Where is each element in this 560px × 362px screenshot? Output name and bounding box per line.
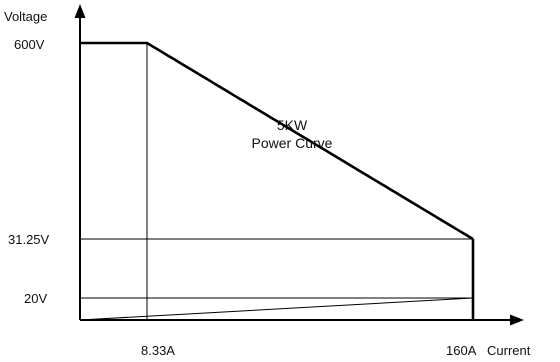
- x-axis: [80, 314, 524, 326]
- y-axis: [74, 4, 86, 320]
- x-tick-label-160a: 160A: [446, 343, 477, 358]
- x-axis-arrow: [510, 314, 524, 326]
- y-axis-label: Voltage: [4, 9, 47, 24]
- curves: [79, 41, 475, 321]
- x-axis-label: Current: [487, 343, 531, 358]
- curve-label-line-1: 5KW: [277, 117, 308, 133]
- series-line-2: [79, 297, 474, 321]
- x-tick-label-8-33a: 8.33A: [141, 343, 175, 358]
- y-axis-arrow: [74, 4, 86, 18]
- y-tick-label-31-25v: 31.25V: [8, 232, 50, 247]
- curve-label-line-2: Power Curve: [252, 135, 333, 151]
- y-tick-label-20v: 20V: [24, 291, 47, 306]
- series-line-0: [80, 41, 474, 241]
- y-tick-label-600v: 600V: [14, 37, 45, 52]
- reference-lines: [80, 43, 473, 320]
